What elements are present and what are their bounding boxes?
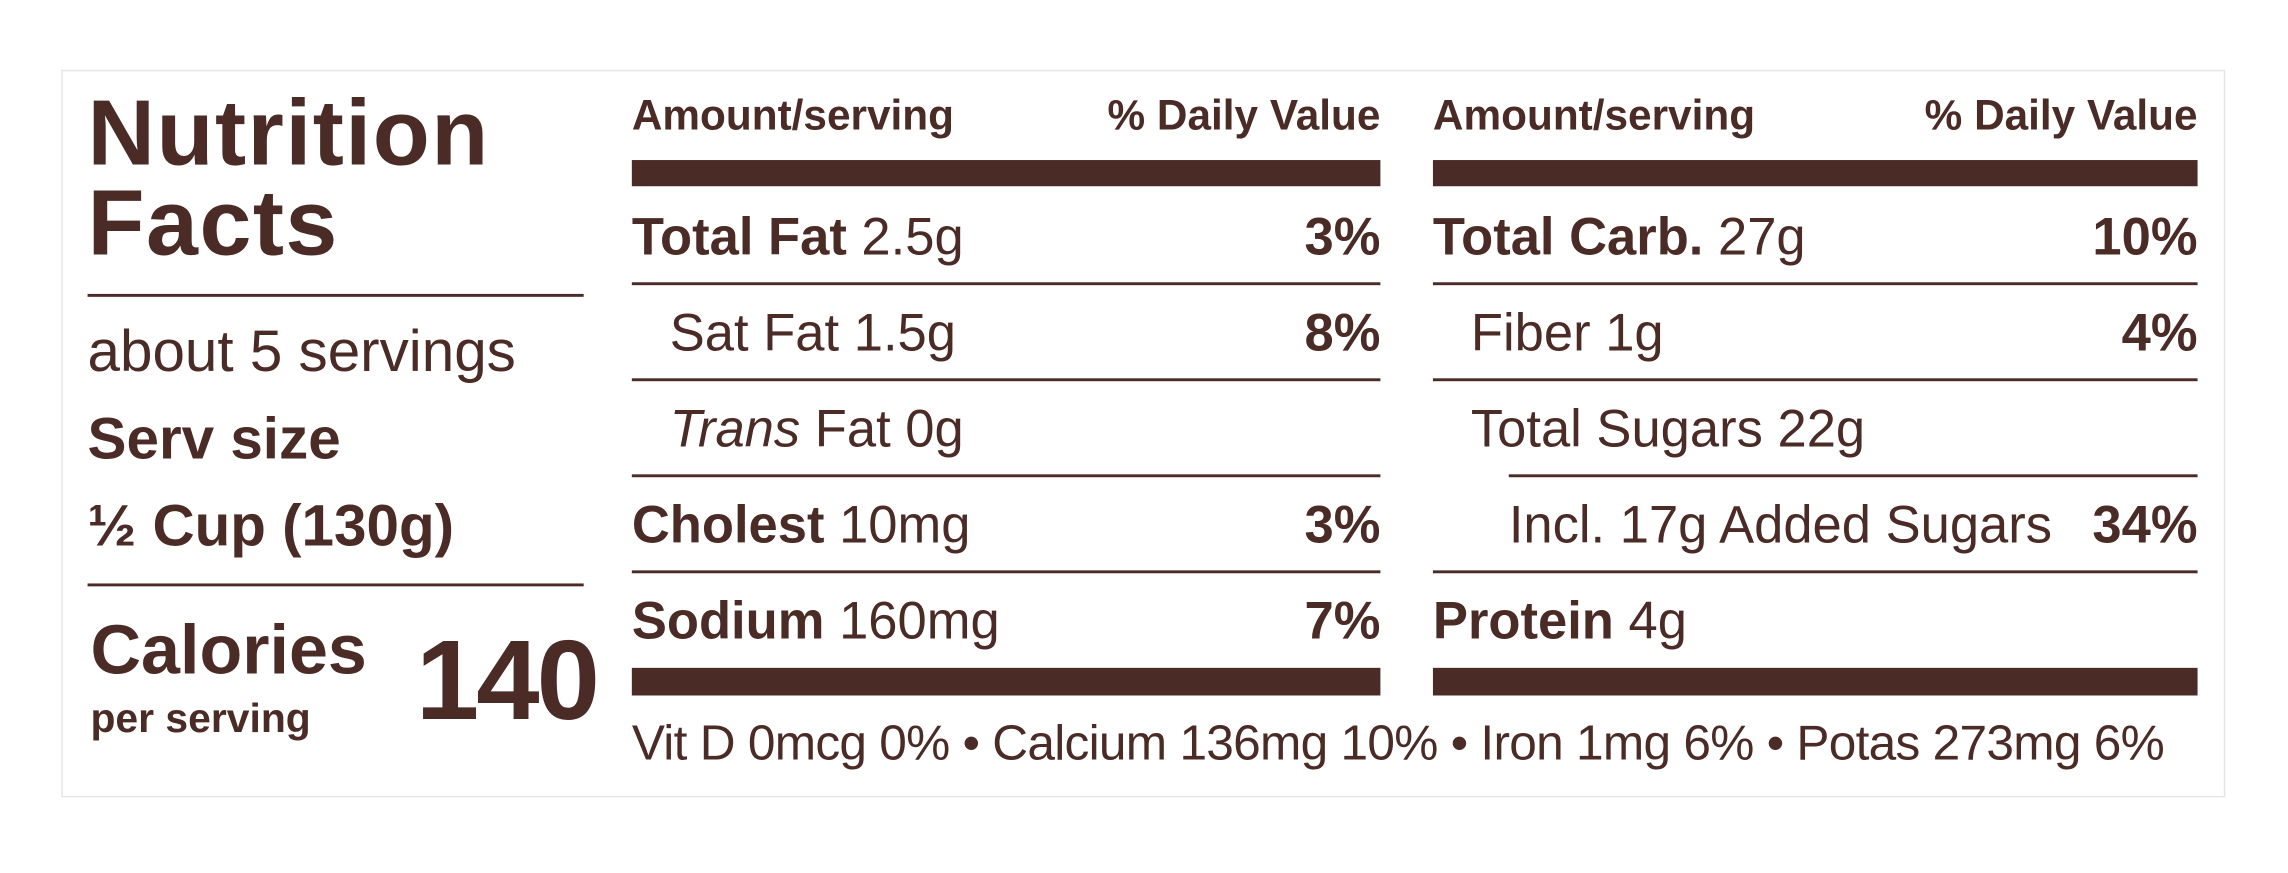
nutrient-row: Incl. 17g Added Sugars 34% — [1509, 477, 2198, 573]
nutrient-row: Protein 4g — [1433, 573, 2198, 669]
nutrient-name: Sodium — [632, 591, 825, 652]
nutrient-amount: 2.5g — [861, 206, 964, 267]
nutrient-row: Total Sugars 22g — [1471, 381, 2198, 477]
daily-value: 8% — [1304, 302, 1381, 363]
nutrient-name: Trans Fat — [670, 399, 891, 460]
footer: Vit D 0mcg 0% • Calcium 136mg 10% • Iron… — [631, 715, 2165, 772]
nutrient-row: Cholest 10mg 3% — [632, 477, 1381, 573]
nutrient-label: Incl. 17g Added Sugars — [1508, 494, 2053, 555]
nutrient-amount: 0g — [905, 398, 964, 459]
nutrient-name: Total Carb. — [1433, 207, 1703, 268]
nutrient-amount: 1.5g — [853, 302, 957, 363]
nutrient-name: Protein — [1433, 591, 1614, 652]
serving-size-label: Serv size — [87, 407, 341, 472]
row-divider — [1432, 570, 2198, 574]
nutrient-row: Total Carb. 27g 10% — [1433, 189, 2198, 285]
row-divider — [631, 570, 1381, 574]
nutrient-label: Sat Fat — [669, 302, 840, 363]
thick-bar — [1432, 667, 2198, 696]
nutrient-label: Sodium — [631, 590, 825, 651]
nutrient-amount: 22g — [1777, 398, 1866, 459]
thick-bar — [631, 667, 1381, 696]
nutrient-row: Trans Fat 0g — [670, 381, 1381, 477]
nutrient-amount: 27g — [1718, 206, 1806, 267]
nutrient-row: Fiber 1g 4% — [1471, 285, 2198, 381]
row-divider — [631, 378, 1381, 382]
nutrient-name: Sat Fat — [670, 303, 839, 364]
servings: about 5 servings — [87, 320, 516, 385]
header-daily-value: % Daily Value — [1924, 93, 2198, 140]
divider — [87, 583, 584, 587]
nutrient-name: Fiber — [1471, 303, 1591, 364]
nutrient-label: Cholest — [631, 494, 825, 555]
row-divider — [631, 474, 1381, 478]
row-divider — [1508, 474, 2198, 478]
daily-value: 3% — [1304, 494, 1381, 555]
nutrient-label: Fat — [814, 398, 891, 459]
header-daily-value: % Daily Value — [1107, 93, 1381, 140]
daily-value: 7% — [1304, 590, 1381, 651]
header-amount: Amount/serving — [631, 93, 954, 140]
nutrient-name: Total Sugars — [1471, 399, 1763, 460]
nutrient-name: Incl. 17g Added Sugars — [1509, 495, 2052, 556]
nutrient-name: Total Fat — [632, 207, 847, 268]
thick-bar — [1432, 160, 2198, 187]
nutrient-amount: 10mg — [839, 494, 971, 555]
header-amount: Amount/serving — [1432, 93, 1756, 140]
row-divider — [1432, 378, 2198, 382]
nutrient-row: Sodium 160mg 7% — [632, 573, 1381, 669]
nutrient-label: Total Sugars — [1470, 398, 1763, 459]
thick-bar — [631, 160, 1381, 187]
nutrient-row: Sat Fat 1.5g 8% — [670, 285, 1381, 381]
calories-sub: per serving — [90, 695, 311, 741]
nutrient-label: Protein — [1432, 590, 1614, 651]
nutrient-label: Total Fat — [631, 206, 847, 267]
nutrient-prefix: Trans — [669, 398, 801, 459]
daily-value: 34% — [2092, 494, 2198, 555]
nutrient-label: Fiber — [1470, 302, 1591, 363]
serving-size: ½ Cup (130g) — [87, 494, 455, 559]
daily-value: 10% — [2092, 206, 2198, 267]
nutrient-amount: 4g — [1628, 590, 1687, 651]
nutrient-label: Total Carb. — [1432, 206, 1704, 267]
divider — [87, 293, 584, 297]
daily-value: 3% — [1304, 206, 1381, 267]
row-divider — [1432, 282, 2198, 286]
nutrient-amount: 1g — [1605, 302, 1664, 363]
title: Nutrition Facts — [87, 80, 490, 275]
nutrient-amount: 160mg — [839, 590, 1000, 651]
calories-label: Calories — [90, 612, 367, 690]
row-divider — [631, 282, 1381, 286]
daily-value: 4% — [2121, 302, 2198, 363]
calories-value: 140 — [415, 615, 600, 744]
nutrient-row: Total Fat 2.5g 3% — [632, 189, 1381, 285]
label-frame — [61, 69, 2226, 798]
nutrient-name: Cholest — [632, 495, 825, 556]
